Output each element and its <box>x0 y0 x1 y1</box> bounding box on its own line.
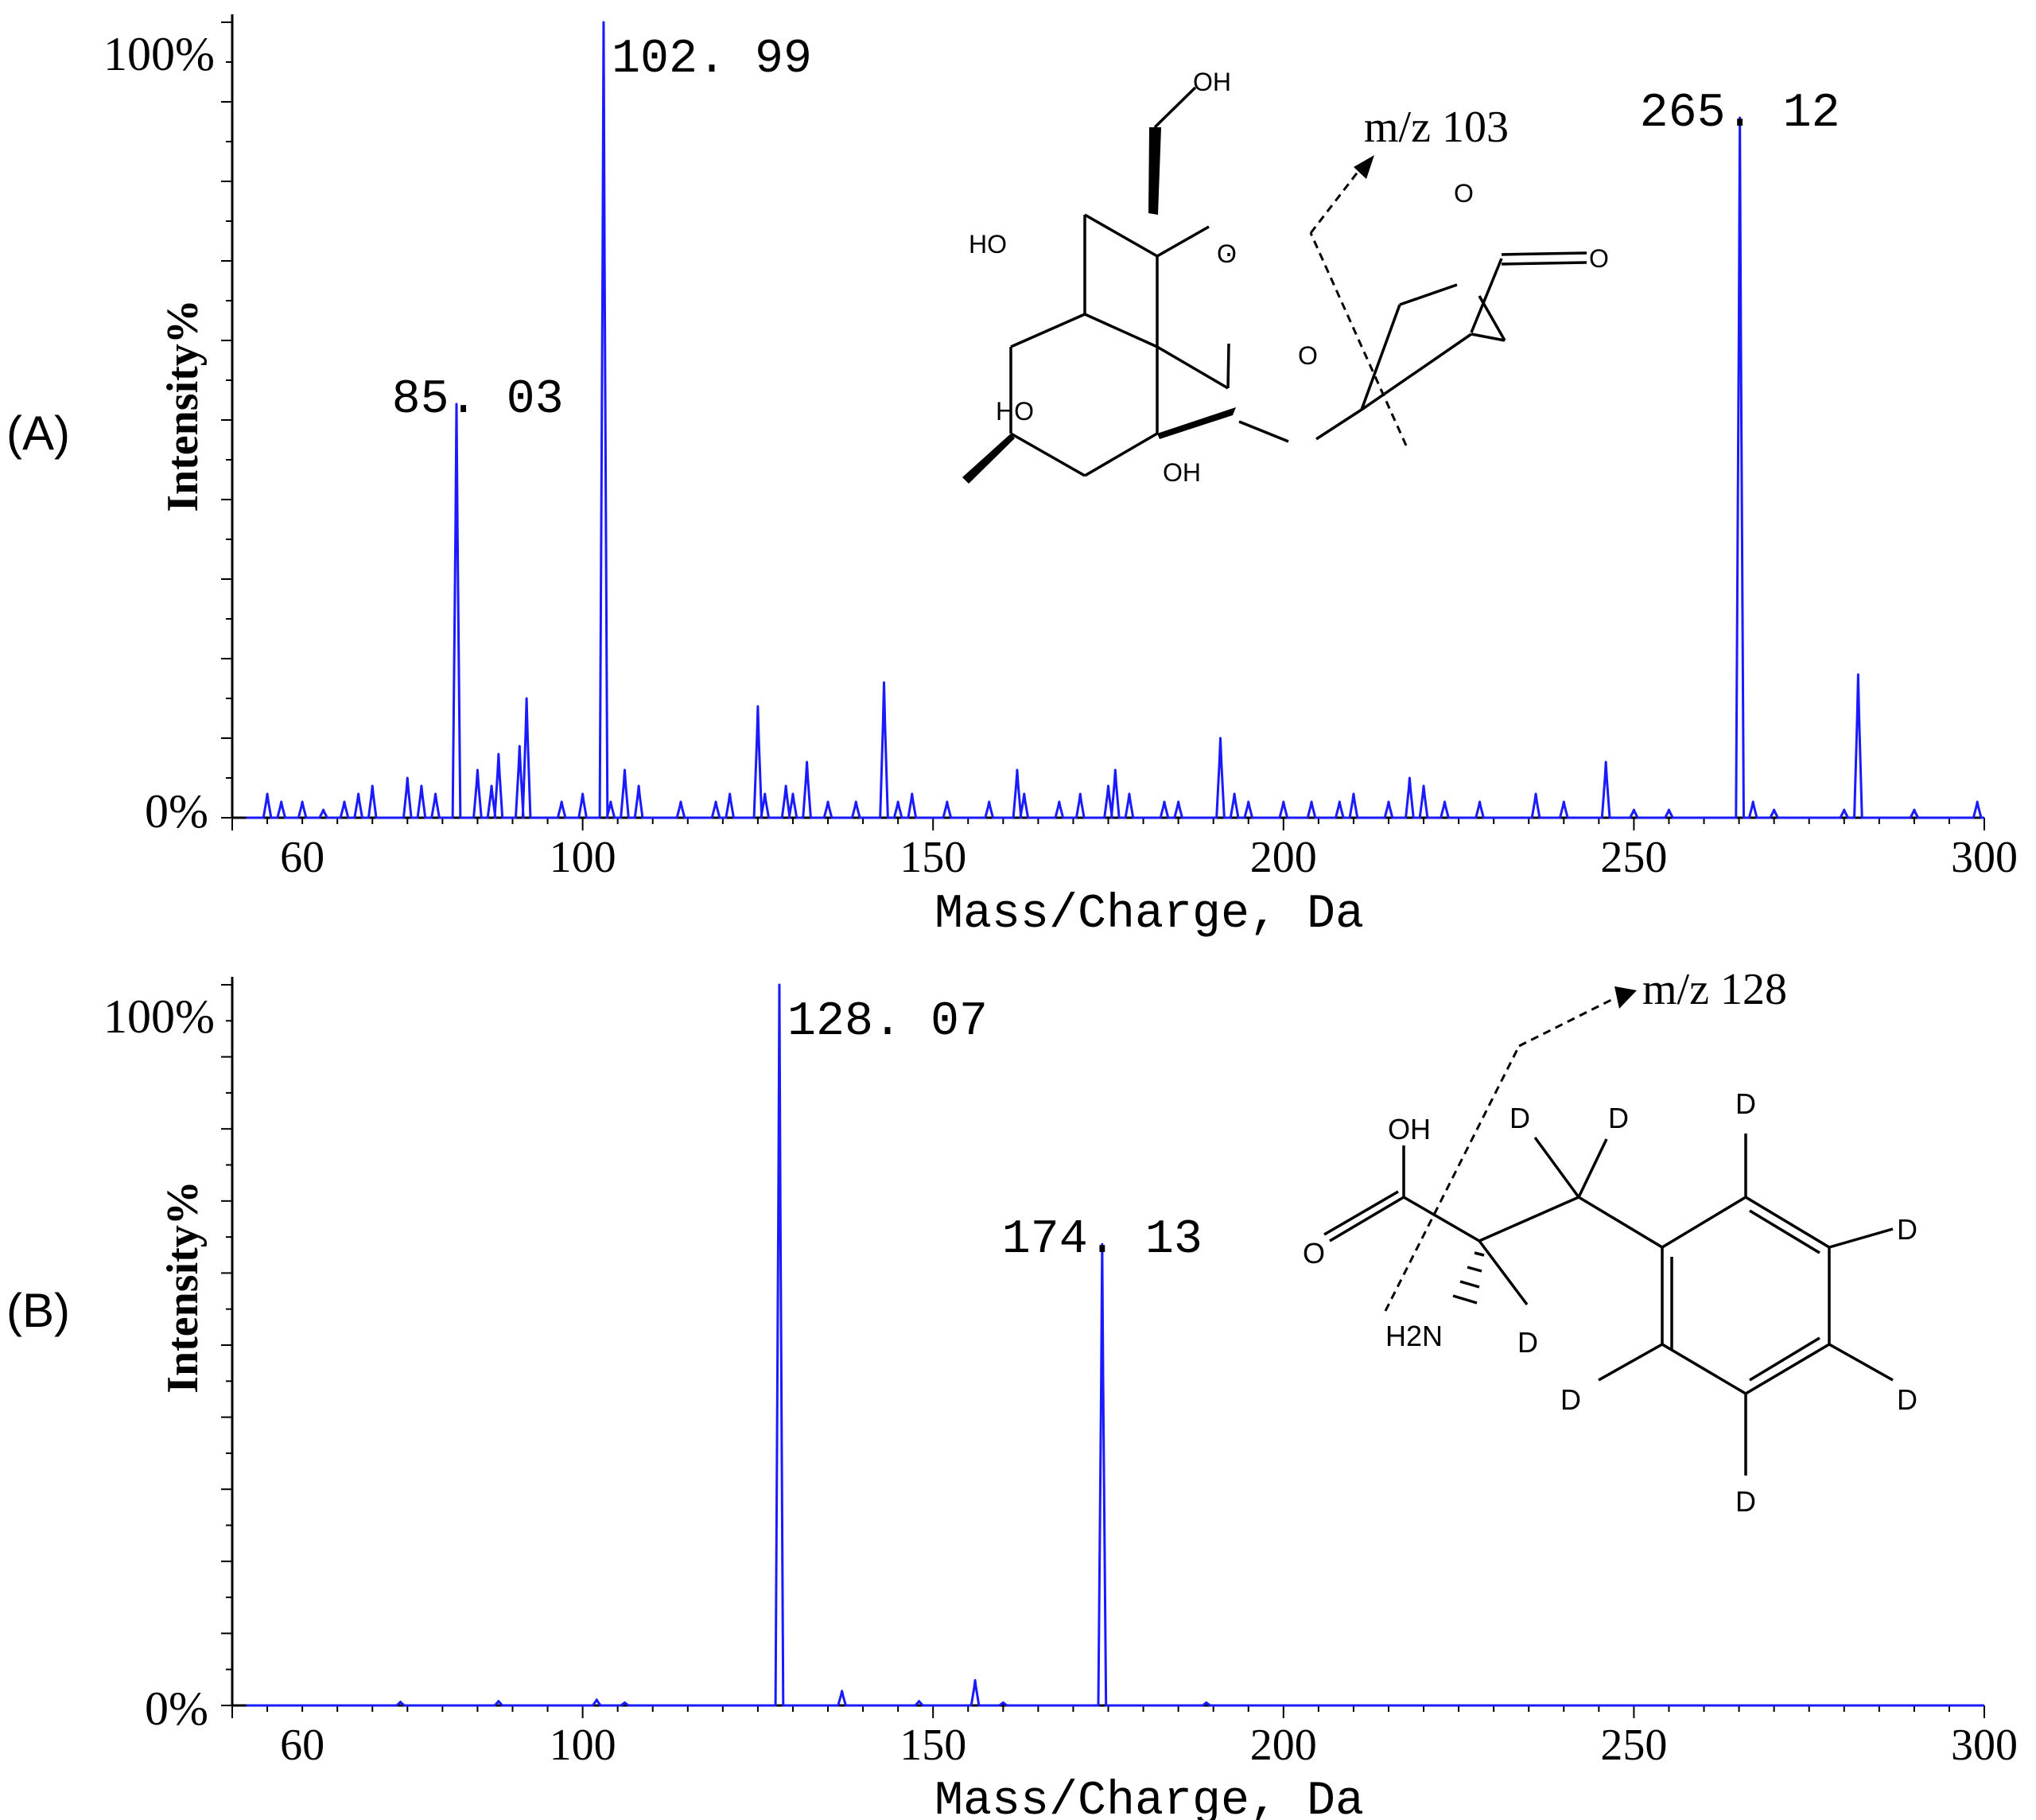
structure-atom: O <box>1454 179 1474 208</box>
peak-labels: 128. 07 174. 13 <box>787 995 1203 1267</box>
y-axis-title: Intensity% <box>158 299 208 512</box>
peak-label: 102. 99 <box>612 33 812 87</box>
x-tick-label: 150 <box>899 833 966 882</box>
x-tick-label: 200 <box>1250 1721 1317 1770</box>
x-axis-title: Mass/Charge, Da <box>934 1775 1364 1820</box>
molecular-structure: OH O H2N D D D D D D D D m/z 128 <box>1303 965 1917 1518</box>
structure-atom: O <box>1298 341 1318 370</box>
structure-atom: D <box>1735 1485 1756 1518</box>
x-tick-label: 60 <box>280 833 324 882</box>
structure-atom: D <box>1517 1326 1538 1359</box>
structure-atom: HO <box>969 230 1007 259</box>
peak-label: 85. 03 <box>392 373 564 427</box>
x-axis-title: Mass/Charge, Da <box>934 888 1364 942</box>
x-tick-label: 200 <box>1250 833 1317 882</box>
x-tick-label: 100 <box>550 1721 616 1770</box>
y-tick-label-top: 100% <box>103 28 215 80</box>
structure-atom: OH <box>1193 68 1231 96</box>
fragment-annotation: m/z 128 <box>1642 965 1787 1014</box>
y-tick-label-bottom: 0% <box>145 1682 208 1735</box>
panel-label: (A) <box>6 406 70 460</box>
x-tick-label: 300 <box>1951 1721 2018 1770</box>
fragment-annotation: m/z 103 <box>1364 103 1509 152</box>
structure-atom: OH <box>1163 458 1201 487</box>
structure-atom: D <box>1897 1383 1917 1416</box>
structure-atom: D <box>1560 1383 1581 1416</box>
structure-atom: D <box>1608 1102 1629 1134</box>
molecular-structure: OH HO HO OH O O O O m/z 103 <box>962 68 1609 487</box>
peak-label: 128. 07 <box>787 995 988 1049</box>
panel-b: (B) Intensity% 100% 0% Mass/Charge, Da 6… <box>6 965 2018 1820</box>
hashed-bond <box>1452 1251 1485 1305</box>
spectrum-line <box>246 21 1984 819</box>
x-tick-label: 250 <box>1600 833 1667 882</box>
peak-label: 174. 13 <box>1002 1213 1203 1267</box>
structure-atom: OH <box>1388 1113 1431 1145</box>
x-tick-label: 100 <box>550 833 616 882</box>
spectrum-line <box>246 983 1984 1707</box>
x-tick-label: 60 <box>280 1721 324 1770</box>
structure-atom: HO <box>996 397 1034 426</box>
x-tick-label: 300 <box>1951 833 2018 882</box>
structure-atom: D <box>1510 1102 1530 1134</box>
panel-a: (A) Intensity% 100% 0% Mass/Charge, Da 6… <box>6 14 2018 942</box>
panel-label: (B) <box>6 1284 70 1337</box>
peak-labels: 85. 03 102. 99 265. 12 <box>392 33 1840 427</box>
structure-atom: O <box>1217 239 1237 268</box>
structure-atom: O <box>1303 1237 1325 1270</box>
y-tick-label-top: 100% <box>103 990 215 1043</box>
axes: 60 100 150 200 250 300 <box>221 14 2018 882</box>
y-tick-label-bottom: 0% <box>145 785 208 838</box>
y-axis-title: Intensity% <box>158 1180 208 1394</box>
structure-atom: D <box>1735 1087 1756 1120</box>
peak-label: 265. 12 <box>1640 87 1840 141</box>
structure-atom: D <box>1897 1213 1917 1246</box>
x-tick-label: 150 <box>899 1721 966 1770</box>
x-tick-label: 250 <box>1600 1721 1667 1770</box>
structure-atom: H2N <box>1385 1320 1443 1352</box>
structure-atom: O <box>1589 244 1609 273</box>
